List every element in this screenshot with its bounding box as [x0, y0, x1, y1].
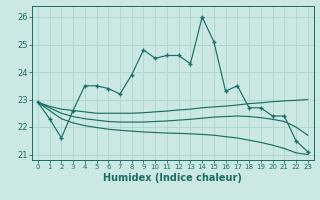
- X-axis label: Humidex (Indice chaleur): Humidex (Indice chaleur): [103, 173, 242, 183]
